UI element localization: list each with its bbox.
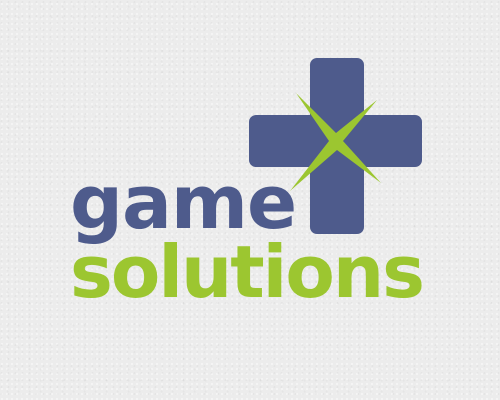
logo-word-solutions: solutions: [70, 230, 425, 314]
logo-word-game: game: [70, 160, 297, 246]
green-x-icon: [290, 93, 381, 191]
